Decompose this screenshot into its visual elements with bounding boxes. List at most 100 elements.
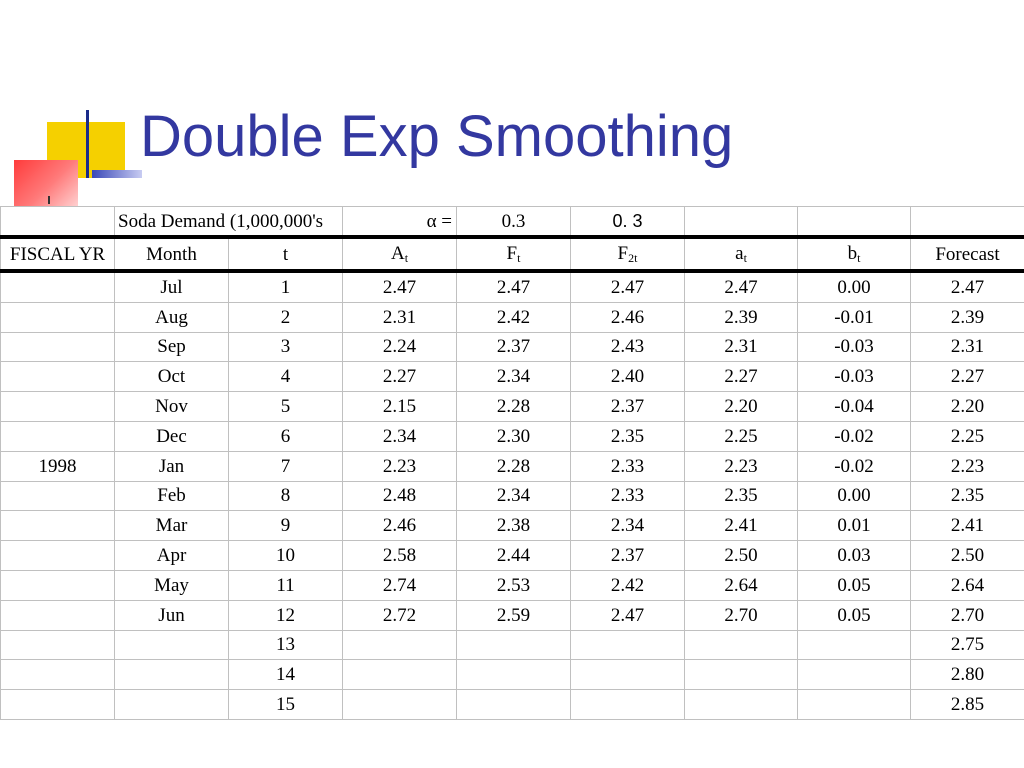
cell-fiscal-yr[interactable] [0,510,115,542]
cell-f-t[interactable]: 2.53 [456,569,572,601]
cell-b-t[interactable]: -0.02 [797,420,912,452]
cell-forecast[interactable]: 2.20 [910,391,1024,422]
cell-t[interactable]: 5 [227,391,344,422]
cell-small-a-t[interactable]: 2.47 [684,270,799,303]
cell-forecast[interactable]: 2.23 [910,450,1024,482]
cell-fiscal-yr[interactable] [0,629,115,661]
cell-f-t[interactable]: 2.44 [456,540,572,571]
cell-t[interactable]: 4 [227,361,344,393]
cell-a-t[interactable] [342,659,458,691]
cell-f2-t[interactable]: 2.35 [570,420,686,452]
cell-f-t[interactable]: 2.30 [456,420,572,452]
cell-f-t[interactable]: 2.37 [456,331,572,363]
cell-fiscal-yr[interactable] [0,420,115,452]
cell-t[interactable]: 6 [227,420,344,452]
cell-t[interactable]: 1 [227,270,344,303]
cell-month[interactable] [114,659,229,691]
cell-forecast[interactable]: 2.35 [910,480,1024,512]
cell-a-t[interactable]: 2.47 [342,270,458,303]
cell-t[interactable]: 9 [227,510,344,542]
header-f2-t[interactable]: F2t [570,235,686,273]
cell-small-a-t[interactable]: 2.50 [684,540,799,571]
cell-fiscal-yr[interactable] [0,331,115,363]
cell-b-t[interactable] [797,659,912,691]
cell-month[interactable]: Feb [114,480,229,512]
cell-f2-t[interactable]: 2.34 [570,510,686,542]
cell[interactable] [684,206,799,238]
cell-f-t[interactable]: 2.34 [456,480,572,512]
cell-f-t[interactable]: 2.38 [456,510,572,542]
cell[interactable] [910,206,1024,238]
header-t[interactable]: t [227,235,344,273]
cell-forecast[interactable]: 2.85 [910,689,1024,720]
cell-small-a-t[interactable]: 2.27 [684,361,799,393]
cell[interactable] [0,206,115,238]
cell-fiscal-yr[interactable] [0,270,115,303]
cell-small-a-t[interactable] [684,689,799,720]
cell-b-t[interactable]: -0.04 [797,391,912,422]
cell-a-t[interactable]: 2.72 [342,599,458,631]
cell-fiscal-yr[interactable]: 1998 [0,450,115,482]
cell-b-t[interactable]: 0.01 [797,510,912,542]
cell-t[interactable]: 3 [227,331,344,363]
cell-b-t[interactable]: 0.05 [797,599,912,631]
cell-f-t[interactable]: 2.59 [456,599,572,631]
cell-f2-t[interactable]: 2.47 [570,270,686,303]
cell-forecast[interactable]: 2.75 [910,629,1024,661]
cell-small-a-t[interactable]: 2.39 [684,301,799,333]
cell-f-t[interactable]: 2.42 [456,301,572,333]
cell-month[interactable]: Dec [114,420,229,452]
header-a-t[interactable]: At [342,235,458,273]
cell-f2-t[interactable]: 2.42 [570,569,686,601]
cell-b-t[interactable]: -0.02 [797,450,912,482]
cell-f-t[interactable] [456,629,572,661]
cell-t[interactable]: 11 [227,569,344,601]
cell-f2-t[interactable] [570,659,686,691]
cell-a-t[interactable]: 2.46 [342,510,458,542]
cell-forecast[interactable]: 2.47 [910,270,1024,303]
cell-t[interactable]: 8 [227,480,344,512]
cell-b-t[interactable]: 0.00 [797,270,912,303]
cell-forecast[interactable]: 2.50 [910,540,1024,571]
cell-forecast[interactable]: 2.25 [910,420,1024,452]
cell-month[interactable]: May [114,569,229,601]
cell-forecast[interactable]: 2.39 [910,301,1024,333]
cell-f2-t[interactable]: 2.40 [570,361,686,393]
cell-f-t[interactable] [456,689,572,720]
cell-month[interactable] [114,629,229,661]
cell-fiscal-yr[interactable] [0,689,115,720]
cell-f2-t[interactable]: 2.46 [570,301,686,333]
cell-f-t[interactable]: 2.47 [456,270,572,303]
header-b-t[interactable]: bt [797,235,912,273]
cell-f2-t[interactable]: 2.47 [570,599,686,631]
cell-small-a-t[interactable] [684,659,799,691]
cell-fiscal-yr[interactable] [0,540,115,571]
cell-fiscal-yr[interactable] [0,659,115,691]
cell-f2-t[interactable]: 2.37 [570,391,686,422]
cell-fiscal-yr[interactable] [0,361,115,393]
cell-fiscal-yr[interactable] [0,301,115,333]
cell-a-t[interactable]: 2.23 [342,450,458,482]
cell-month[interactable]: Jul [114,270,229,303]
cell-month[interactable]: Jun [114,599,229,631]
cell-f-t[interactable] [456,659,572,691]
cell-b-t[interactable]: -0.03 [797,361,912,393]
cell-forecast[interactable]: 2.31 [910,331,1024,363]
cell-month[interactable]: Oct [114,361,229,393]
cell-small-a-t[interactable]: 2.23 [684,450,799,482]
cell-forecast[interactable]: 2.64 [910,569,1024,601]
cell-a-t[interactable]: 2.15 [342,391,458,422]
cell-small-a-t[interactable]: 2.70 [684,599,799,631]
cell-forecast[interactable]: 2.80 [910,659,1024,691]
cell-small-a-t[interactable]: 2.64 [684,569,799,601]
cell-small-a-t[interactable]: 2.20 [684,391,799,422]
cell-month[interactable]: Jan [114,450,229,482]
cell-a-t[interactable] [342,689,458,720]
cell-b-t[interactable]: 0.00 [797,480,912,512]
cell-forecast[interactable]: 2.70 [910,599,1024,631]
cell-month[interactable]: Aug [114,301,229,333]
cell-f-t[interactable]: 2.28 [456,391,572,422]
cell-b-t[interactable] [797,629,912,661]
cell-fiscal-yr[interactable] [0,480,115,512]
header-f-t[interactable]: Ft [456,235,572,273]
